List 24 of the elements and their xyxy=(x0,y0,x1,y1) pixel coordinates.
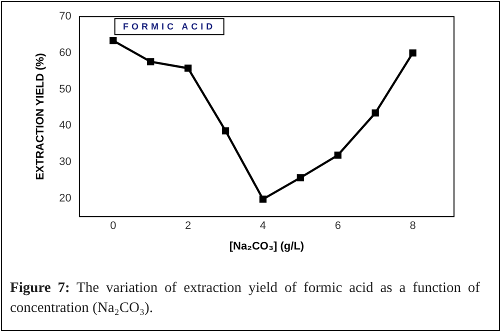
point xyxy=(372,109,379,117)
point xyxy=(147,58,154,66)
x-tick-label: 6 xyxy=(334,220,341,232)
point xyxy=(334,152,342,159)
x-tick-label: 0 xyxy=(110,220,116,232)
x-tick-label: 4 xyxy=(260,220,266,232)
x-tick-label: 8 xyxy=(410,220,416,232)
point xyxy=(222,127,230,134)
x-tick-label: 2 xyxy=(184,220,192,232)
y-axis-title: EXTRACTION YIELD (%) xyxy=(34,52,47,180)
point xyxy=(184,64,192,72)
y-tick-label: 30 xyxy=(59,156,72,168)
y-tick-label: 40 xyxy=(59,120,72,132)
point xyxy=(296,174,304,182)
y-tick-label: 70 xyxy=(59,10,72,23)
point xyxy=(409,49,416,57)
x-axis-title: [Na₂CO₃] (g/L) xyxy=(229,240,304,252)
caption: Figure 7: The variation of extraction yield of formic acid as a function of concentration (Na₂CO₃). xyxy=(10,279,480,318)
y-tick-label: 60 xyxy=(59,46,72,59)
y-tick-label: 50 xyxy=(59,83,72,96)
point xyxy=(110,37,117,44)
point xyxy=(259,196,267,203)
annotation: FORMIC ACID xyxy=(122,22,216,32)
y-tick-label: 20 xyxy=(59,192,72,204)
